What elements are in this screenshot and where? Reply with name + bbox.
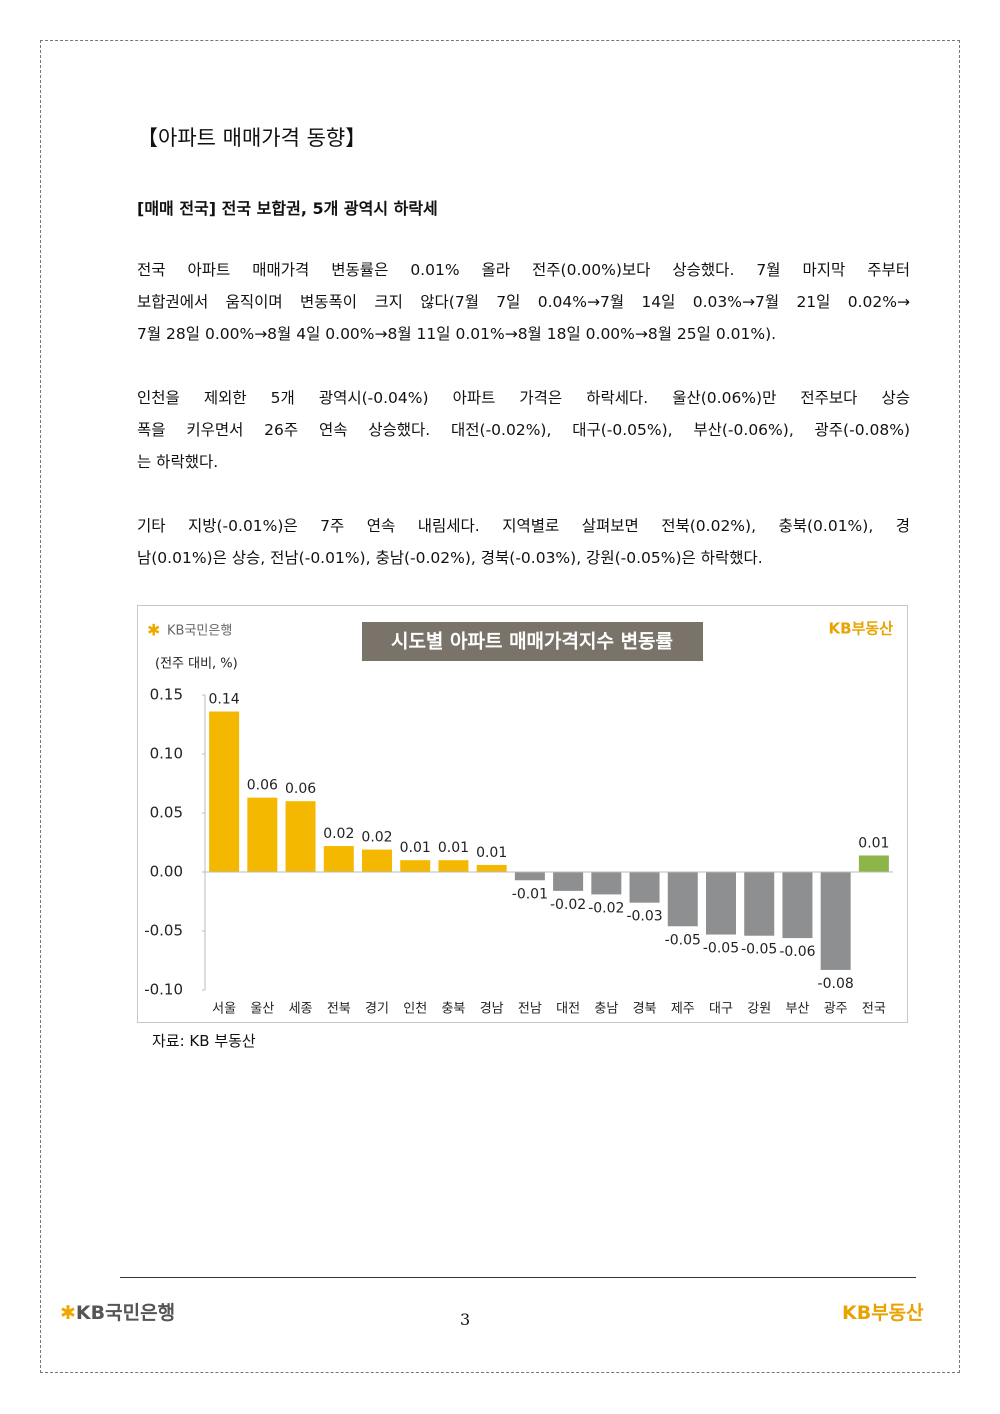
x-tick-label: 경남 <box>480 1002 504 1017</box>
star-icon: ✱ <box>147 621 160 640</box>
bar <box>858 855 889 872</box>
x-tick-label: 서울 <box>212 1002 236 1017</box>
text-line: 기타 지방(-0.01%)은 7주 연속 내림세다. 지역별로 살펴보면 전북(… <box>137 517 910 535</box>
y-tick-label: -0.10 <box>144 981 183 999</box>
chart-title: 시도별 아파트 매매가격지수 변동률 <box>391 631 673 653</box>
bar <box>553 872 584 891</box>
data-label: -0.02 <box>588 900 624 916</box>
x-tick-label: 부산 <box>785 1002 809 1017</box>
star-icon: ✱ <box>60 1302 76 1324</box>
data-label: -0.05 <box>703 941 739 957</box>
source: 자료: KB 부동산 <box>152 1032 256 1050</box>
paragraph: 전국 아파트 매매가격 변동률은 0.01% 올라 전주(0.00%)보다 상승… <box>137 254 910 350</box>
page-frame <box>40 40 960 1373</box>
x-tick-label: 경북 <box>633 1002 657 1017</box>
x-tick-label: 전북 <box>327 1002 351 1017</box>
bar <box>820 872 851 970</box>
bar <box>209 711 240 872</box>
bar <box>629 872 660 903</box>
x-tick-label: 대구 <box>709 1002 733 1017</box>
x-tick-label: 광주 <box>824 1002 848 1017</box>
text-line: 보합권에서 움직이며 변동폭이 크지 않다(7월 7일 0.04%→7월 14일… <box>137 293 910 311</box>
subheading: [매매 전국] 전국 보합권, 5개 광역시 하락세 <box>137 199 438 218</box>
x-tick-label: 경기 <box>365 1002 389 1017</box>
y-tick-label: 0.00 <box>150 863 183 881</box>
data-label: -0.05 <box>741 942 777 958</box>
data-label: -0.08 <box>818 976 854 992</box>
x-tick-label: 대전 <box>556 1002 580 1017</box>
title-box <box>362 622 703 661</box>
data-label: -0.05 <box>665 932 701 948</box>
text-line: 는 하락했다. <box>137 453 219 471</box>
x-tick-label: 울산 <box>250 1002 274 1017</box>
bar <box>323 846 354 872</box>
data-label: 0.01 <box>476 845 507 861</box>
page-number: 3 <box>460 1310 471 1329</box>
logo-right: KB부동산 <box>829 620 894 638</box>
data-label: 0.02 <box>361 830 392 846</box>
bar <box>247 797 278 872</box>
chart: ✱ KB국민은행 KB부동산 시도별 아파트 매매가격지수 변동률 (전주 대비… <box>137 605 908 1023</box>
footer-logo-right: KB부동산 <box>842 1302 924 1324</box>
x-tick-label: 세종 <box>289 1002 313 1017</box>
text-line: 7월 28일 0.00%→8월 4일 0.00%→8월 11일 0.01%→8월… <box>137 325 777 343</box>
text-line: 남(0.01%)은 상승, 전남(-0.01%), 충남(-0.02%), 경북… <box>137 549 763 567</box>
bar <box>362 849 392 872</box>
data-label: 0.01 <box>858 835 889 851</box>
x-tick-label: 충북 <box>441 1002 465 1017</box>
text-line: 인천을 제외한 5개 광역시(-0.04%) 아파트 가격은 하락세다. 울산(… <box>137 389 910 407</box>
text-line: 폭을 키우면서 26주 연속 상승했다. 대전(-0.02%), 대구(-0.0… <box>137 421 910 439</box>
y-tick-label: 0.10 <box>150 745 183 763</box>
x-tick-label: 전국 <box>862 1002 886 1017</box>
x-tick-label: 충남 <box>594 1002 618 1017</box>
data-label: 0.02 <box>323 826 354 842</box>
bar <box>438 860 469 872</box>
data-label: 0.01 <box>438 840 469 856</box>
footer-logo-left: ✱KB국민은행 <box>60 1298 175 1325</box>
bar <box>667 872 698 927</box>
data-label: -0.03 <box>626 909 662 925</box>
footer-logo-text: KB국민은행 <box>75 1302 176 1324</box>
x-tick-label: 제주 <box>671 1002 695 1017</box>
y-tick-label: 0.05 <box>150 804 183 822</box>
footer-rule <box>120 1277 916 1278</box>
section-title: 【아파트 매매가격 동향】 <box>137 126 367 150</box>
y-tick-label: -0.05 <box>144 922 183 940</box>
data-label: 0.01 <box>400 840 431 856</box>
data-label: -0.02 <box>550 897 586 913</box>
bar <box>591 872 622 895</box>
bar <box>514 872 545 881</box>
bar <box>285 801 316 872</box>
data-label: -0.06 <box>779 944 815 960</box>
paragraph: 인천을 제외한 5개 광역시(-0.04%) 아파트 가격은 하락세다. 울산(… <box>137 382 910 478</box>
x-tick-label: 강원 <box>747 1002 771 1017</box>
y-tick-label: 0.15 <box>150 686 183 704</box>
y-axis-label: (전주 대비, %) <box>155 657 238 672</box>
data-label: 0.14 <box>209 692 240 708</box>
data-label: -0.01 <box>512 886 548 902</box>
x-tick-label: 인천 <box>403 1002 427 1017</box>
text-line: 전국 아파트 매매가격 변동률은 0.01% 올라 전주(0.00%)보다 상승… <box>137 261 910 279</box>
data-label: 0.06 <box>247 778 278 794</box>
bar <box>744 872 775 936</box>
x-tick-label: 전남 <box>518 1002 542 1017</box>
bar <box>476 864 507 872</box>
bar <box>706 872 736 935</box>
paragraph: 기타 지방(-0.01%)은 7주 연속 내림세다. 지역별로 살펴보면 전북(… <box>137 510 910 574</box>
data-label: 0.06 <box>285 781 316 797</box>
bar <box>400 860 431 872</box>
bar <box>782 872 813 939</box>
logo-left: KB국민은행 <box>167 623 232 639</box>
